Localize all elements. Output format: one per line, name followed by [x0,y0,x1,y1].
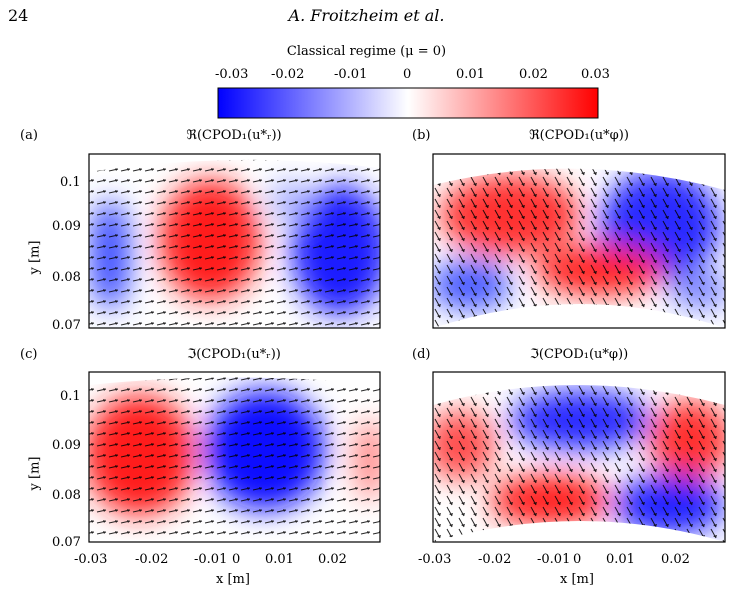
panel-b-label: (b) [412,128,431,143]
colorbar [217,87,599,119]
x-tick: -0.02 [135,552,169,567]
colorbar-tick: 0.02 [519,67,548,82]
colorbar-tick: -0.02 [271,67,305,82]
x-axis-label: x [m] [216,572,250,587]
panel-a-label: (a) [20,128,38,143]
panel-b-title: ℜ(CPOD₁(u*φ)) [529,128,629,143]
panel-b-field [433,168,725,328]
y-tick: 0.09 [52,219,81,234]
colorbar-title: Classical regime (μ = 0) [286,44,447,59]
colorbar-tick: 0 [403,67,412,82]
colorbar-tick: 0.01 [456,67,485,82]
x-tick: 0.01 [606,552,635,567]
panel-c-title: ℑ(CPOD₁(u*ᵣ)) [187,347,281,362]
x-tick: 0.02 [318,552,347,567]
x-tick: 0 [573,552,582,567]
x-tick: -0.03 [74,552,108,567]
x-tick: 0.02 [661,552,690,567]
x-tick: 0.01 [265,552,294,567]
panel-d-title: ℑ(CPOD₁(u*φ)) [529,347,629,362]
panel-d-field [433,385,725,542]
x-tick: -0.01 [194,552,228,567]
panel-c-label: (c) [20,347,38,362]
colorbar-tick: 0.03 [581,67,610,82]
panel-c-field [89,377,380,542]
y-tick: 0.08 [52,488,81,503]
running-header: A. Froitzheim et al. [288,6,445,25]
y-tick: 0.07 [52,535,81,550]
panel-d-label: (d) [412,347,431,362]
panel-a-field [89,159,380,328]
x-tick: -0.01 [537,552,571,567]
y-tick: 0.07 [52,318,81,333]
page-number: 24 [8,6,29,25]
y-tick: 0.1 [60,389,81,404]
y-tick: 0.08 [52,270,81,285]
panel-a-title: ℜ(CPOD₁(u*ᵣ)) [186,128,282,143]
colorbar-tick: -0.01 [334,67,368,82]
colorbar-tick: -0.03 [215,67,249,82]
y-tick: 0.1 [60,175,81,190]
x-tick: 0 [232,552,241,567]
y-tick: 0.09 [52,438,81,453]
x-tick: -0.02 [478,552,512,567]
x-axis-label: x [m] [560,572,594,587]
x-tick: -0.03 [418,552,452,567]
